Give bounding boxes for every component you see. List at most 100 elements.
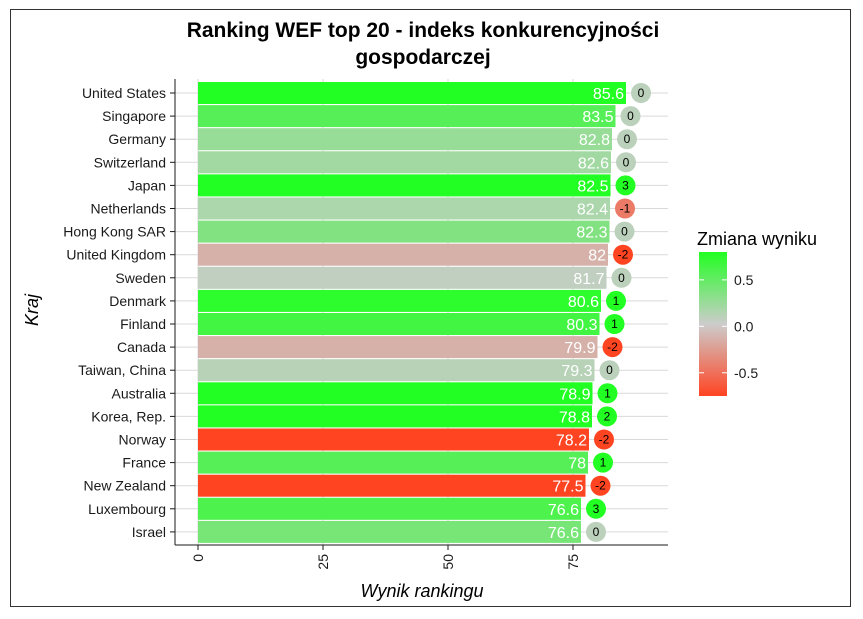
rank-change-label: -2 (599, 433, 610, 447)
bar (198, 105, 616, 128)
x-tick-label: 75 (565, 554, 581, 570)
bar (198, 359, 595, 382)
rank-change-dot (616, 152, 636, 173)
y-tick-label: Switzerland (94, 154, 166, 170)
rank-change-dot (599, 360, 620, 381)
rank-change-dot (597, 406, 617, 427)
y-tick-label: Norway (119, 432, 166, 448)
bar-value-label: 76.6 (548, 525, 579, 542)
bar-value-label: 76.6 (548, 502, 579, 519)
rank-change-label: 0 (624, 132, 631, 146)
bars (198, 82, 626, 543)
bar-value-label: 81.7 (573, 271, 604, 288)
bar-value-label: 82.4 (577, 202, 608, 219)
rank-change-dot (631, 83, 651, 103)
bar (198, 428, 589, 451)
y-tick-label: France (122, 455, 166, 471)
rank-change-label: -2 (595, 479, 606, 493)
rank-change-label: -2 (618, 248, 629, 262)
y-tick-label: Canada (117, 339, 166, 355)
rank-change-dot (594, 429, 614, 450)
rank-change-label: 2 (604, 409, 611, 423)
bar-value-label: 80.6 (568, 294, 599, 311)
rank-change-label: 1 (611, 317, 618, 331)
legend-tick-label: 0.5 (734, 272, 754, 288)
rank-change-dot (593, 452, 613, 473)
bar (198, 151, 611, 174)
rank-change-dot (615, 198, 635, 219)
y-tick-label: United States (82, 85, 166, 101)
y-tick-label: Australia (112, 385, 167, 401)
bar-value-label: 82.6 (578, 155, 609, 172)
y-tick-label: Germany (108, 131, 166, 147)
x-axis-title: Wynik rankingu (360, 581, 483, 601)
bar (198, 520, 581, 543)
legend-title: Zmiana wyniku (697, 229, 817, 249)
bar (198, 497, 581, 520)
chart-title-line2: gospodarczej (355, 46, 490, 69)
legend-tick-label: -0.5 (734, 365, 758, 381)
bar-value-label: 78.9 (559, 386, 590, 403)
rank-change-label: 0 (623, 155, 630, 169)
rank-change-dot (611, 267, 632, 288)
rank-change-label: 0 (618, 271, 625, 285)
rank-change-dot (602, 337, 623, 358)
rank-change-dot (615, 175, 636, 196)
rank-change-dot (590, 475, 611, 496)
legend-ticks: 0.5 0.0 -0.5 (699, 272, 758, 381)
rank-change-dot (613, 244, 633, 265)
bar-value-label: 82.3 (576, 225, 607, 242)
bar-value-label: 82.8 (579, 132, 610, 149)
x-tick-label: 50 (440, 554, 456, 570)
y-tick-label: Singapore (102, 108, 166, 124)
rank-change-dot (620, 106, 641, 127)
y-axis-title: Kraj (22, 293, 42, 326)
rank-change-label: 0 (638, 86, 645, 100)
bar-value-label: 79.3 (561, 363, 592, 380)
rank-change-dot (586, 521, 606, 542)
bar (198, 82, 626, 104)
bar (198, 289, 601, 312)
x-tick-label: 25 (315, 554, 331, 570)
bar-value-label: 77.5 (552, 479, 583, 496)
rank-change-label: 1 (604, 386, 611, 400)
bar (198, 220, 610, 243)
bar (198, 243, 608, 266)
legend-tick-label: 0.0 (734, 318, 754, 334)
rank-change-dot (614, 221, 635, 242)
rank-change-dot (586, 498, 606, 519)
x-tick-label: 0 (190, 554, 206, 562)
y-tick-label: Israel (132, 524, 166, 540)
rank-change-dot (617, 129, 637, 150)
x-axis-ticks: 0 25 50 75 (190, 545, 581, 570)
bar-value-label: 78.2 (556, 433, 587, 450)
rank-change-label: 3 (593, 502, 600, 516)
bar (198, 174, 611, 197)
bar-value-label: 78.8 (559, 409, 590, 426)
bar (198, 266, 607, 289)
rank-change-dot (604, 314, 625, 334)
bar-value-label: 82.5 (577, 178, 608, 195)
y-tick-label: Hong Kong SAR (63, 224, 166, 240)
rank-change-label: 0 (606, 363, 613, 377)
rank-change-label: 1 (600, 456, 607, 470)
y-tick-label: Denmark (109, 293, 167, 309)
rank-change-label: 0 (621, 225, 628, 239)
y-tick-label: Finland (120, 316, 166, 332)
rank-change-label: 3 (622, 178, 629, 192)
y-axis-labels: United States Singapore Germany Switzerland… (63, 85, 175, 540)
bar-value-label: 80.3 (566, 317, 597, 334)
y-tick-label: Korea, Rep. (91, 408, 166, 424)
y-tick-label: Japan (128, 177, 166, 193)
y-tick-label: Netherlands (91, 201, 167, 217)
y-tick-label: Taiwan, China (78, 362, 166, 378)
rank-change-dot (597, 383, 618, 404)
bar (198, 405, 592, 428)
bar-value-label: 79.9 (564, 340, 595, 357)
bar-value-label: 78 (568, 456, 586, 473)
bar (198, 451, 588, 474)
bar-value-label: 85.6 (593, 86, 624, 103)
chart-title-line1: Ranking WEF top 20 - indeks konkurencyjn… (187, 19, 660, 42)
